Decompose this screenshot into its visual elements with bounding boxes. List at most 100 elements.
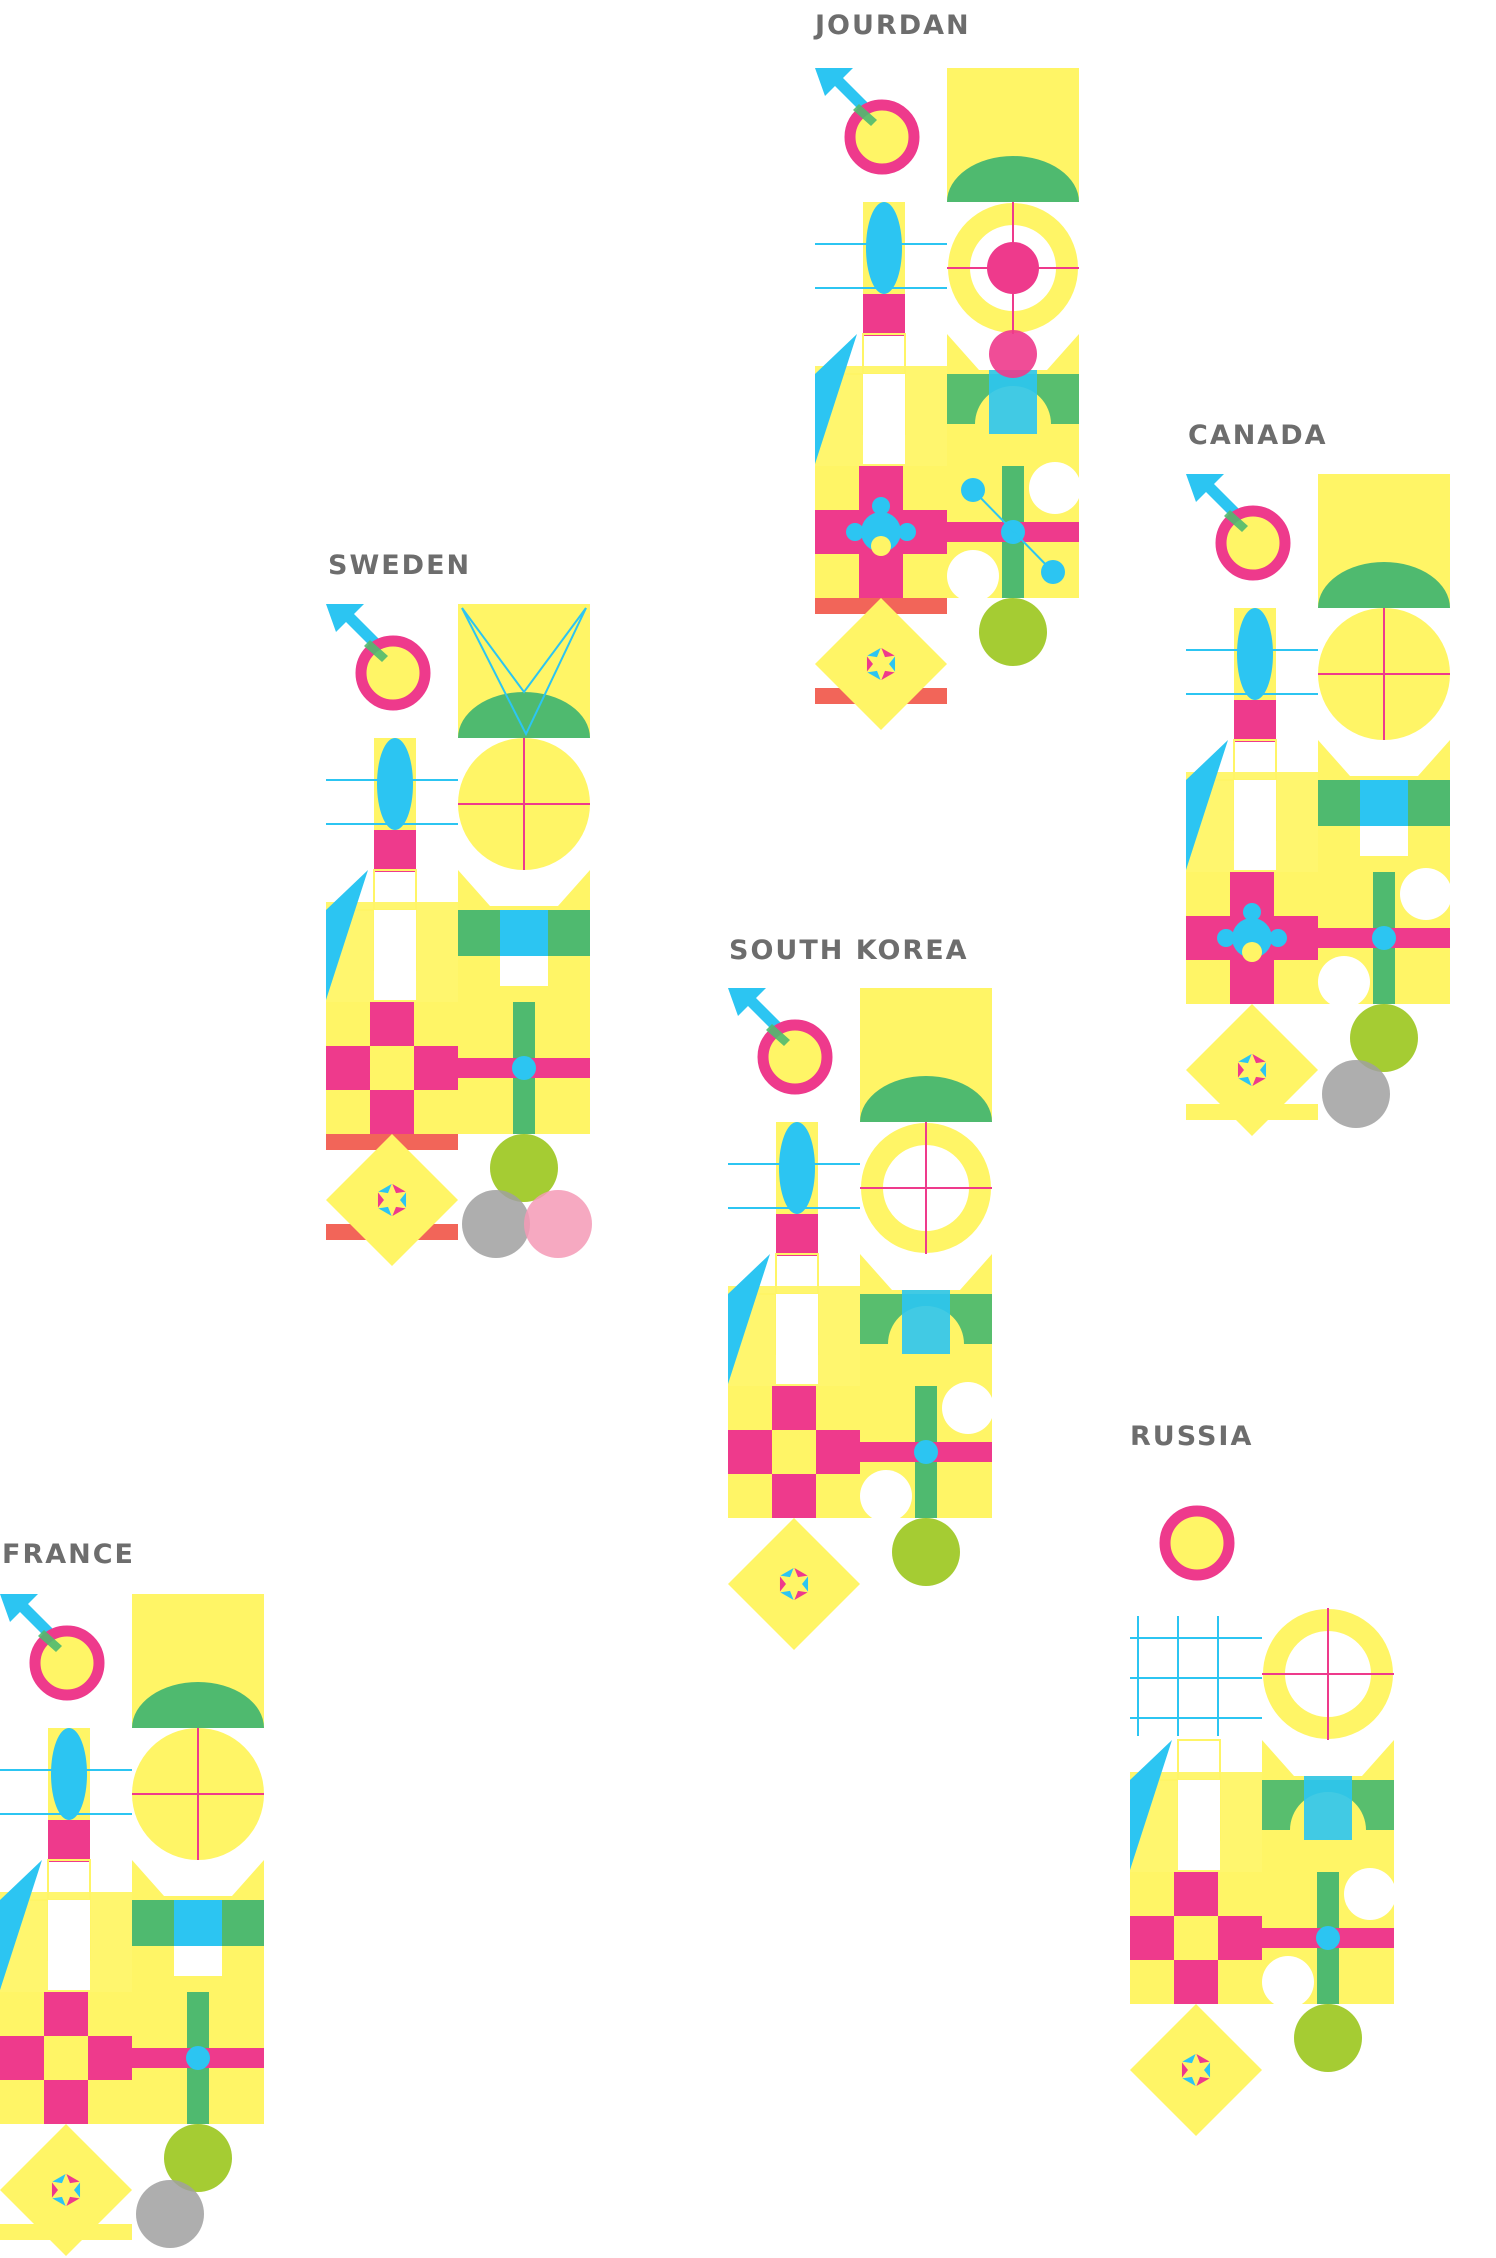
country-label-russia: RUSSIA [1130,1421,1254,1452]
ring-icon [355,635,431,711]
diamond-icon [1186,1004,1318,1136]
arrow-overlap-icon [853,104,877,126]
country-label-south-korea: SOUTH KOREA [729,935,969,966]
pinwheel-icon [1181,2062,1188,2078]
pinwheel-icon [378,1206,392,1216]
pinwheel-icon [1252,1076,1266,1086]
hub-icon [861,512,901,552]
diamond-icon [326,1134,458,1266]
checker-cell [326,1046,370,1090]
blade-icon [1186,740,1228,870]
pinwheel-icon [1182,2054,1196,2064]
lime-ball-icon [1294,2004,1362,2072]
pinwheel-icon [779,1576,786,1592]
ring-icon [757,1019,833,1095]
dome-icon [947,156,1079,202]
pinwheel-icon [889,656,896,672]
spinner-line [972,489,1054,573]
ellipse-icon [779,1122,815,1214]
gray-ball-icon [462,1190,530,1258]
pinwheel-icon [66,2196,80,2206]
node-icon [1217,929,1235,947]
gray-ball-icon [136,2180,204,2248]
white-dot-icon [860,1470,912,1522]
glyph-russia [1130,1505,1396,2136]
square-icon [863,294,905,336]
checker-cell [370,1002,414,1046]
pinwheel-icon [1196,2054,1210,2064]
glyph-south_korea [728,988,994,1650]
frame-gap [1234,780,1276,870]
band-center-icon [1360,780,1408,826]
pinwheel-icon [802,1576,809,1592]
checker-cell [772,1386,816,1430]
hub-icon [1232,918,1272,958]
ring-icon [844,99,920,175]
pink-ball-icon [524,1190,592,1258]
pinwheel-icon [1196,2076,1210,2086]
glyph-france [0,1594,264,2256]
arrow-overlap-icon [1224,510,1248,532]
pinwheel-icon [780,1568,794,1578]
spinner-dot-icon [961,478,985,502]
white-dot-icon [1318,956,1370,1008]
pinwheel-icon [867,670,881,680]
pinwheel-icon [400,1192,407,1208]
country-label-jourdan: JOURDAN [815,10,971,41]
pinwheel-icon [1237,1062,1244,1078]
pinwheel-icon [780,1590,794,1600]
dot-icon [989,330,1037,378]
checker-cell [88,2036,132,2080]
ring-icon [1159,1505,1235,1581]
cross-hub-icon [1316,1926,1340,1950]
node-icon [1243,903,1261,921]
checker-cell [1218,1916,1262,1960]
frame-gap [776,1294,818,1384]
square-icon [374,830,416,872]
cup-icon [860,1294,992,1344]
dome-icon [860,1076,992,1122]
frame-gap [863,374,905,464]
diamond-icon [728,1518,860,1650]
diamond-icon [815,598,947,730]
pinwheel-icon [52,2174,66,2184]
circle-icon [1165,1511,1229,1575]
country-label-france: FRANCE [2,1539,135,1570]
white-dot-icon [1029,462,1081,514]
pinwheel-icon [881,648,895,658]
pinwheel-icon [1252,1054,1266,1064]
node-icon [898,523,916,541]
ellipse-icon [1237,608,1273,700]
lime-ball-icon [164,2124,232,2192]
cup-icon [1262,1780,1394,1830]
spinner-dot-icon [1041,560,1065,584]
pinwheel-icon [1260,1062,1267,1078]
ring-icon [29,1625,105,1701]
pinwheel-icon [881,670,895,680]
pinwheel-icon [392,1184,406,1194]
checker-cell [1174,1960,1218,2004]
checker-cell [1174,1872,1218,1916]
arrow-overlap-icon [38,1630,62,1652]
pinwheel-icon [1204,2062,1211,2078]
white-dot-icon [1344,1868,1396,1920]
ring-icon [1215,505,1291,581]
blade-icon [1130,1740,1172,1870]
lime-ball-icon [490,1134,558,1202]
band-center-icon [500,910,548,956]
blade-icon [326,870,368,1000]
white-dot-icon [1262,1956,1314,2008]
white-dot-icon [947,550,999,602]
cup-stem-icon [902,1290,950,1354]
blade-icon [815,334,857,464]
bullseye-icon [987,242,1039,294]
cup-stem-icon [1304,1776,1352,1840]
frame-gap [374,910,416,1000]
glyph-canada [1186,474,1452,1136]
node-icon [872,497,890,515]
ellipse-icon [51,1728,87,1820]
pinwheel-icon [867,648,881,658]
checker-cell [44,1992,88,2036]
pinwheel-icon [794,1568,808,1578]
pinwheel-icon [66,2174,80,2184]
